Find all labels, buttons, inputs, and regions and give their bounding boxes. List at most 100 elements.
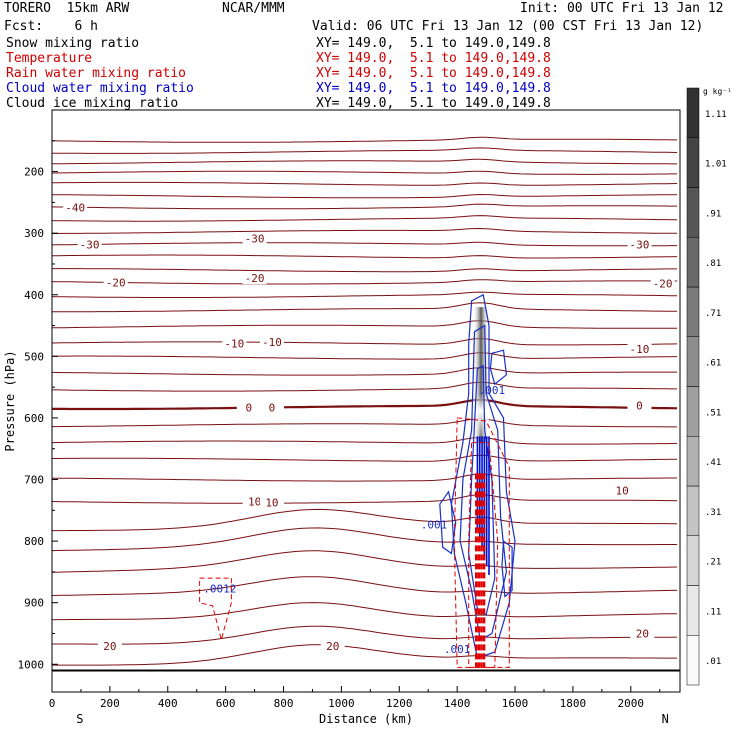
isotherm-line <box>52 576 678 596</box>
isotherm-line <box>52 418 678 428</box>
y-tick-label: 1000 <box>18 658 45 671</box>
x-tick-label: 400 <box>158 697 178 710</box>
rain-water-contour <box>468 442 499 668</box>
field-xy-temperature: XY= 149.0, 5.1 to 149.0,149.8 <box>316 51 551 66</box>
colorbar-segment <box>686 436 700 487</box>
isotherm-label: -10 <box>630 343 650 356</box>
isotherm-label: -40 <box>65 201 85 214</box>
isotherm-line <box>52 602 678 621</box>
colorbar-tick-label: .31 <box>705 508 721 518</box>
isotherm-label-bg <box>630 627 655 640</box>
colorbar-segment <box>686 237 700 288</box>
isotherm-label: 20 <box>103 640 116 653</box>
x-tick-label: 1600 <box>502 697 529 710</box>
isotherm-line <box>52 215 678 222</box>
isotherm-line <box>52 550 678 573</box>
field-name-rain: Rain water mixing ratio <box>6 66 187 81</box>
field-name-temperature: Temperature <box>6 51 93 66</box>
isotherm-line <box>52 398 678 411</box>
y-tick-label: 400 <box>24 289 44 302</box>
isotherm-label: -20 <box>106 276 126 289</box>
isotherm-label: 0 <box>245 401 252 414</box>
plot-frame <box>51 109 681 693</box>
isotherm-label-bg <box>627 399 652 412</box>
isotherm-label-bg <box>97 639 122 652</box>
isotherm-label: 0 <box>269 401 276 414</box>
colorbar-segment <box>686 336 700 387</box>
isotherm-label-bg <box>242 272 267 285</box>
x-tick-label: 1400 <box>444 697 471 710</box>
x-tick-label: 1000 <box>328 697 355 710</box>
isotherm-line <box>52 338 678 346</box>
isotherm-line <box>52 436 678 445</box>
x-tick-label: 200 <box>100 697 120 710</box>
isotherm-line <box>52 193 678 199</box>
isotherm-line <box>52 227 678 234</box>
model-title: TORERO 15km ARW <box>4 1 130 16</box>
isotherm-line <box>52 158 678 165</box>
fcst-label: Fcst: 6 h <box>4 19 98 34</box>
isotherm-label-bg <box>259 336 284 349</box>
isotherm-line <box>52 302 678 313</box>
colorbar-segment <box>686 386 700 437</box>
cloud-label: .0012 <box>203 583 236 596</box>
field-xy-cloud-ice: XY= 149.0, 5.1 to 149.0,149.8 <box>316 96 551 111</box>
isotherm-label-bg <box>650 277 675 290</box>
isotherm-label: 10 <box>265 496 278 509</box>
y-tick-label: 500 <box>24 350 44 363</box>
isotherm-label: -10 <box>224 337 244 350</box>
colorbar-segment <box>686 635 700 686</box>
isotherm-label-bg <box>610 484 635 497</box>
isotherm-line <box>52 381 678 392</box>
field-xy-snow: XY= 149.0, 5.1 to 149.0,149.8 <box>316 36 551 51</box>
isotherm-label-bg <box>103 276 128 289</box>
colorbar-tick-label: .01 <box>705 657 721 667</box>
y-axis-label: Pressure (hPa) <box>3 350 17 451</box>
isotherm-label-bg <box>627 342 652 355</box>
colorbar-tick-label: 1.11 <box>705 110 727 120</box>
isotherm-line <box>52 203 678 210</box>
colorbar-segment <box>686 87 700 138</box>
isotherm-label: -30 <box>630 238 650 251</box>
y-tick-label: 300 <box>24 227 44 240</box>
x-end-label-south: S <box>76 712 83 726</box>
field-xy-rain: XY= 149.0, 5.1 to 149.0,149.8 <box>316 66 551 81</box>
colorbar-tick-label: 1.01 <box>705 160 727 170</box>
isotherm-label-bg <box>627 238 652 251</box>
y-tick-label: 800 <box>24 535 44 548</box>
isotherm-label-bg <box>236 401 261 414</box>
colorbar-segment <box>686 137 700 188</box>
org-label: NCAR/MMM <box>222 1 285 16</box>
isotherm-label-bg <box>242 232 267 245</box>
field-xy-cloud-water: XY= 149.0, 5.1 to 149.0,149.8 <box>316 81 551 96</box>
x-tick-label: 0 <box>49 697 56 710</box>
isotherm-line <box>52 527 678 552</box>
colorbar-unit: g kg⁻¹ <box>703 87 732 96</box>
isotherm-line <box>52 254 678 259</box>
isotherm-line <box>52 170 678 175</box>
isotherm-line <box>52 508 678 532</box>
colorbar-tick-label: .61 <box>705 359 721 369</box>
init-label: Init: 00 UTC Fri 13 Jan 12 <box>520 1 724 16</box>
isotherm-line <box>52 367 678 376</box>
y-tick-label: 700 <box>24 474 44 487</box>
valid-label: Valid: 06 UTC Fri 13 Jan 12 (00 CST Fri … <box>312 19 704 34</box>
isotherm-line <box>52 320 678 329</box>
colorbar-segment <box>686 585 700 636</box>
isotherm-line <box>52 454 678 462</box>
isotherm-label-bg <box>222 337 247 350</box>
colorbar-tick-label: .11 <box>705 607 721 617</box>
colorbar-tick-label: .91 <box>705 209 721 219</box>
isotherm-label: -10 <box>262 336 282 349</box>
x-tick-label: 800 <box>274 697 294 710</box>
isotherm-line <box>52 473 678 482</box>
x-end-label-north: N <box>662 712 669 726</box>
isotherm-label: -20 <box>245 272 265 285</box>
colorbar-tick-label: .81 <box>705 259 721 269</box>
isotherm-line <box>52 352 678 360</box>
isotherm-line <box>52 147 678 154</box>
cloud-label: .001 <box>421 518 448 531</box>
field-name-snow: Snow mixing ratio <box>6 36 140 51</box>
y-tick-label: 900 <box>24 597 44 610</box>
